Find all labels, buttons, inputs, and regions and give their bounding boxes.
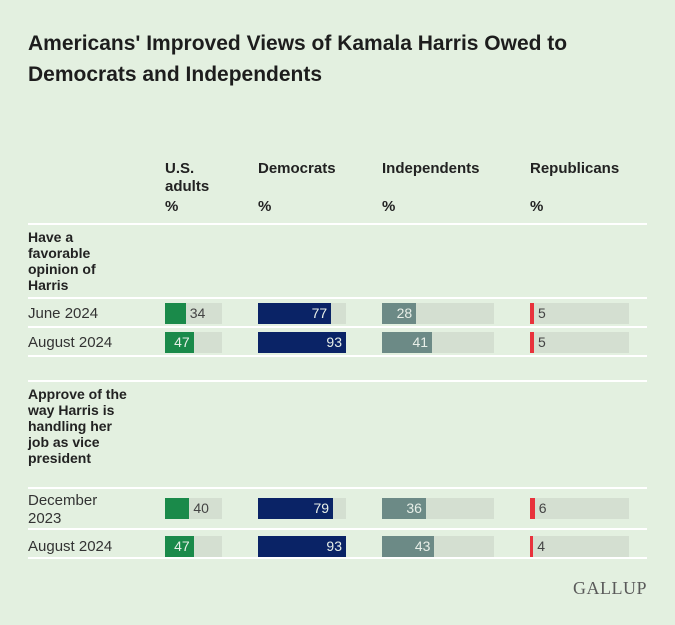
- data-label: 34: [189, 305, 206, 321]
- bar-track: 5: [530, 332, 629, 353]
- divider: [28, 528, 647, 530]
- bar-track: 93: [258, 332, 346, 353]
- data-label: 40: [193, 500, 209, 516]
- column-header-1: Democrats: [258, 160, 336, 177]
- column-header-3: Republicans: [530, 160, 620, 177]
- data-label: 93: [326, 334, 342, 350]
- data-label: 5: [538, 305, 546, 321]
- bar-republicans: [530, 332, 534, 353]
- bar-independents: [382, 536, 435, 557]
- data-label: 79: [313, 500, 330, 516]
- bar-track: 93: [258, 536, 346, 557]
- bar-u-s-adults: [165, 536, 194, 557]
- bar-republicans: [530, 498, 535, 519]
- bar-independents: [382, 303, 417, 324]
- bar-track: 34: [165, 303, 222, 324]
- column-unit-0: %: [165, 198, 179, 215]
- data-label: 77: [311, 305, 328, 321]
- data-label: 36: [406, 500, 422, 516]
- data-label: 4: [537, 538, 545, 554]
- bar-track: 28: [382, 303, 494, 324]
- bar-track: 40: [165, 498, 222, 519]
- row-label: August 2024: [28, 334, 113, 351]
- divider: [28, 223, 647, 225]
- column-header-0: U.S. adults: [165, 160, 210, 195]
- divider: [28, 380, 647, 382]
- divider: [28, 297, 647, 299]
- section-label: Approve of the way Harris is handling he…: [28, 386, 127, 466]
- data-label: 6: [538, 500, 547, 516]
- data-label: 47: [174, 334, 190, 350]
- bar-independents: [382, 332, 433, 353]
- bar-track: 79: [258, 498, 346, 519]
- column-unit-1: %: [258, 198, 272, 215]
- row-label: December 2023: [28, 492, 98, 527]
- data-label: 41: [412, 334, 429, 350]
- bar-democrats: [258, 536, 346, 557]
- bar-track: 47: [165, 536, 222, 557]
- bar-democrats: [258, 303, 332, 324]
- divider: [28, 326, 647, 328]
- column-header-2: Independents: [382, 160, 480, 177]
- divider: [28, 487, 647, 489]
- column-unit-2: %: [382, 198, 396, 215]
- bar-u-s-adults: [165, 498, 190, 519]
- bar-democrats: [258, 498, 334, 519]
- data-label: 47: [174, 538, 190, 554]
- gallup-logo: GALLUP: [573, 578, 647, 598]
- section-label: Have a favorable opinion of Harris: [28, 229, 96, 293]
- data-label: 43: [414, 538, 431, 554]
- bar-republicans: [530, 303, 534, 324]
- chart-title: Americans' Improved Views of Kamala Harr…: [28, 32, 568, 86]
- data-label: 93: [326, 538, 342, 554]
- row-label: August 2024: [28, 538, 113, 555]
- bar-independents: [382, 498, 426, 519]
- column-unit-3: %: [530, 198, 544, 215]
- bar-democrats: [258, 332, 346, 353]
- bar-track: 36: [382, 498, 494, 519]
- bar-track: 5: [530, 303, 629, 324]
- bar-u-s-adults: [165, 303, 186, 324]
- data-label: 5: [538, 334, 546, 350]
- bar-track: 43: [382, 536, 494, 557]
- bar-u-s-adults: [165, 332, 194, 353]
- bar-track: 47: [165, 332, 222, 353]
- data-label: 28: [396, 305, 413, 321]
- bar-republicans: [530, 536, 534, 557]
- divider: [28, 557, 647, 559]
- divider: [28, 355, 647, 357]
- row-label: June 2024: [28, 305, 99, 322]
- bar-track: 77: [258, 303, 346, 324]
- bar-track: 6: [530, 498, 629, 519]
- bar-track: 41: [382, 332, 494, 353]
- bar-track: 4: [530, 536, 629, 557]
